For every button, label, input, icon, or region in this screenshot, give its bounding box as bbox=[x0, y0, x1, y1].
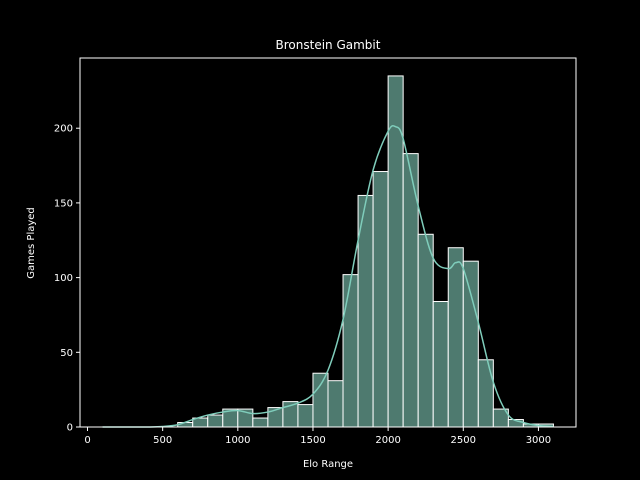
y-axis-ticks: 0 50 100 150 200 bbox=[54, 124, 80, 434]
histogram-bar bbox=[342, 274, 359, 428]
histogram-bars bbox=[177, 75, 554, 428]
histogram-bar bbox=[432, 301, 449, 428]
y-tick-label: 50 bbox=[60, 348, 73, 359]
x-tick-label: 500 bbox=[153, 435, 172, 446]
x-tick-label: 1000 bbox=[225, 435, 250, 446]
histogram-bar bbox=[207, 414, 224, 428]
x-axis-label: Elo Range bbox=[303, 459, 353, 470]
x-tick-label: 0 bbox=[84, 435, 90, 446]
histogram-bar bbox=[252, 417, 269, 428]
y-tick-label: 200 bbox=[54, 124, 73, 135]
x-tick-label: 3000 bbox=[526, 435, 551, 446]
x-tick-label: 2500 bbox=[451, 435, 476, 446]
plot-frame bbox=[79, 57, 577, 428]
x-tick-label: 2000 bbox=[375, 435, 400, 446]
histogram-bar bbox=[477, 359, 494, 428]
x-axis-ticks: 0 500 1000 1500 2000 2500 3000 bbox=[84, 427, 551, 446]
y-axis-label: Games Played bbox=[26, 207, 37, 279]
histogram-bar bbox=[447, 247, 464, 428]
y-tick-label: 0 bbox=[67, 423, 73, 434]
kde-curve bbox=[102, 124, 554, 428]
histogram-bar bbox=[372, 171, 389, 428]
y-tick-label: 150 bbox=[54, 198, 73, 209]
histogram-bar bbox=[312, 372, 329, 428]
histogram-bar bbox=[417, 233, 434, 428]
histogram-bar bbox=[297, 404, 314, 428]
chart-title: Bronstein Gambit bbox=[276, 38, 381, 52]
histogram-bar bbox=[462, 260, 479, 428]
histogram-bar bbox=[327, 380, 344, 428]
x-tick-label: 1500 bbox=[300, 435, 325, 446]
y-tick-label: 100 bbox=[54, 273, 73, 284]
